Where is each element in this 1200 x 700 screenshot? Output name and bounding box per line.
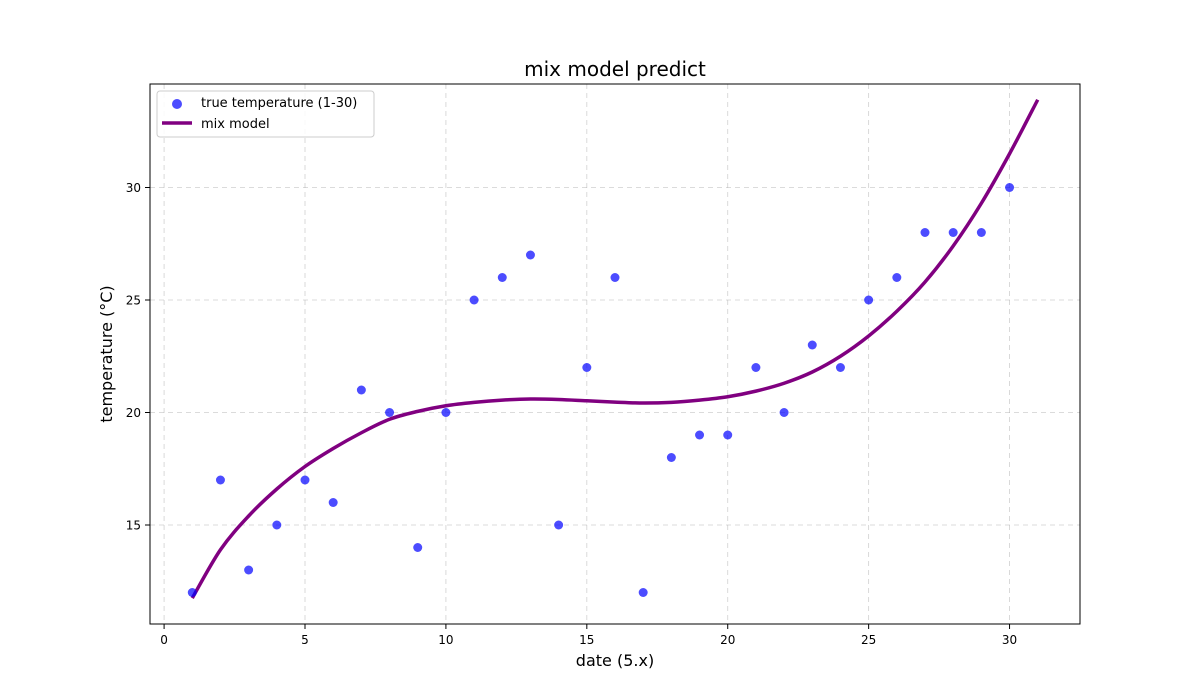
mix-model-line (190, 98, 1040, 600)
data-point (695, 430, 705, 440)
data-point (385, 408, 395, 417)
plot-area-frame (149, 83, 1081, 625)
data-point (356, 385, 366, 395)
y-tick-label: 20 (126, 406, 141, 420)
data-point (215, 475, 225, 485)
data-point (920, 228, 930, 237)
x-tick-label: 10 (438, 633, 453, 647)
data-point (779, 408, 789, 417)
y-axis-label: temperature (°C) (97, 285, 116, 422)
data-point (272, 520, 282, 530)
data-point (300, 475, 310, 485)
legend: true temperature (1-30) mix model (156, 90, 375, 138)
y-tick-label: 15 (126, 519, 141, 533)
data-point (666, 453, 676, 462)
data-point (497, 273, 507, 282)
data-point (610, 273, 620, 282)
x-tick-label: 5 (301, 633, 309, 647)
y-tick-label: 30 (126, 181, 141, 195)
data-point (807, 340, 817, 350)
x-axis-label: date (5.x) (576, 651, 654, 670)
x-tick-label: 0 (160, 633, 168, 647)
data-point (413, 543, 423, 552)
line-layer (190, 98, 1040, 600)
data-point (441, 408, 451, 417)
data-point (638, 588, 648, 597)
data-point (948, 228, 958, 237)
x-tick-label: 15 (579, 633, 594, 647)
data-point (582, 363, 592, 372)
data-point (244, 565, 254, 575)
data-point (723, 430, 733, 440)
data-point (976, 228, 986, 237)
legend-label-scatter: true temperature (1-30) (201, 96, 357, 111)
tick-layer: 0 5 10 15 20 25 30 15 20 25 30 (126, 181, 1017, 647)
legend-scatter-marker (172, 99, 182, 109)
data-point (525, 250, 535, 260)
point-layer (187, 183, 1015, 597)
data-point (864, 295, 874, 305)
x-tick-label: 20 (720, 633, 735, 647)
data-point (751, 363, 761, 372)
grid-layer (150, 84, 1080, 624)
data-point (554, 520, 564, 530)
data-point (835, 363, 845, 372)
data-point (187, 588, 197, 597)
legend-label-line: mix model (201, 117, 270, 132)
x-tick-label: 30 (1002, 633, 1017, 647)
x-tick-label: 25 (861, 633, 876, 647)
data-point (328, 498, 338, 507)
legend-box (156, 90, 375, 138)
y-tick-label: 25 (126, 294, 141, 308)
data-point (469, 295, 479, 305)
data-point (892, 273, 902, 282)
data-point (1005, 183, 1015, 192)
chart-title: mix model predict (524, 57, 706, 81)
